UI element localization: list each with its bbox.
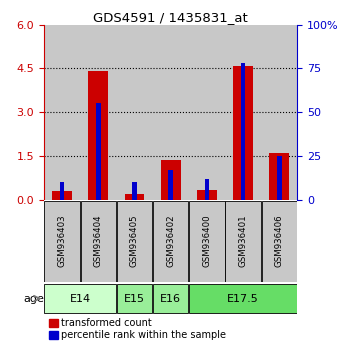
Bar [241,63,245,200]
Bar [197,190,217,200]
Text: age: age [24,293,45,304]
Bar [161,160,180,200]
FancyBboxPatch shape [262,201,297,282]
Bar [60,182,65,200]
Bar [269,153,289,200]
Bar [52,192,72,200]
Text: GSM936403: GSM936403 [57,215,67,267]
FancyBboxPatch shape [44,201,80,282]
FancyBboxPatch shape [44,284,116,313]
FancyBboxPatch shape [153,284,189,313]
Bar [88,72,108,200]
Bar [152,25,189,200]
Text: GSM936405: GSM936405 [130,215,139,267]
Bar [116,25,152,200]
Bar [189,25,225,200]
FancyBboxPatch shape [153,201,189,282]
Text: E14: E14 [70,293,91,304]
Text: GSM936404: GSM936404 [94,215,103,267]
Bar [132,182,137,200]
Bar [124,194,144,200]
FancyBboxPatch shape [80,201,116,282]
Bar [233,65,253,200]
FancyBboxPatch shape [189,201,225,282]
FancyBboxPatch shape [117,284,152,313]
Text: E16: E16 [160,293,181,304]
Bar [261,25,297,200]
Text: GSM936406: GSM936406 [275,215,284,267]
FancyBboxPatch shape [189,284,297,313]
Bar [277,156,282,200]
Text: GSM936401: GSM936401 [239,215,248,267]
Bar [96,103,101,200]
Bar [204,179,209,200]
Text: GSM936400: GSM936400 [202,215,211,267]
FancyBboxPatch shape [225,201,261,282]
Bar [44,25,80,200]
Bar [80,25,116,200]
FancyBboxPatch shape [117,201,152,282]
Title: GDS4591 / 1435831_at: GDS4591 / 1435831_at [93,11,248,24]
Bar [225,25,261,200]
Text: E17.5: E17.5 [227,293,259,304]
Text: E15: E15 [124,293,145,304]
Bar [168,170,173,200]
Text: GSM936402: GSM936402 [166,215,175,267]
Legend: transformed count, percentile rank within the sample: transformed count, percentile rank withi… [49,318,226,341]
